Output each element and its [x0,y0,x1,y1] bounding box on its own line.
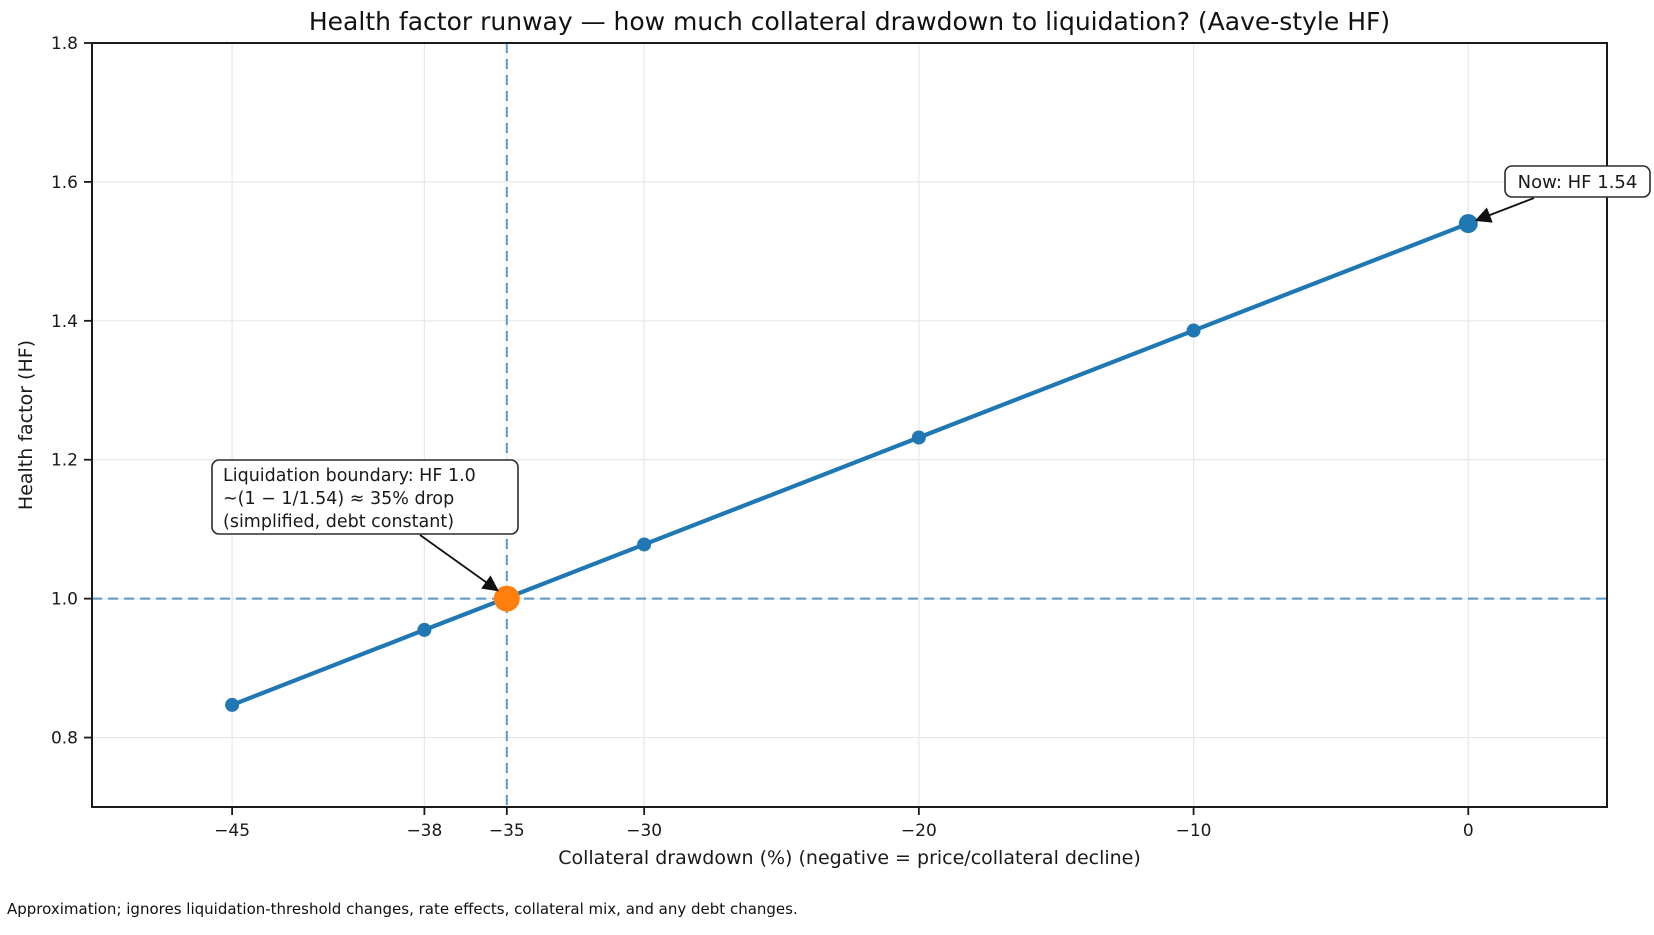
annotation-text-liquidation-line-1: Liquidation boundary: HF 1.0 [223,466,476,486]
data-point-marker [911,430,926,445]
footnote: Approximation; ignores liquidation-thres… [7,900,798,918]
x-axis-label: Collateral drawdown (%) (negative = pric… [558,847,1141,869]
y-tick-label: 1.2 [51,451,78,471]
data-point-marker [637,537,652,552]
y-tick-label: 1.0 [51,590,78,610]
y-tick-label: 1.4 [51,312,78,332]
data-point-marker [225,697,240,712]
y-tick-label: 1.6 [51,173,78,193]
plot-border [91,42,1608,808]
annotation-text-liquidation-line-2: ~(1 − 1/1.54) ≈ 35% drop [223,489,454,509]
x-tick-label: 0 [1463,821,1474,841]
x-tick-label: −35 [489,821,525,841]
x-tick-label: −38 [406,821,442,841]
data-point-marker [1186,323,1201,338]
data-point-marker [417,622,432,637]
x-tick-label: −20 [901,821,937,841]
annotation-text-now: Now: HF 1.54 [1518,172,1638,193]
liquidation-point-marker [493,585,520,612]
now-point-marker [1458,214,1478,234]
x-tick-label: −30 [626,821,662,841]
annotation-box-liquidation [211,459,519,535]
y-tick-label: 0.8 [51,729,78,749]
annotation-arrow-liquidation [419,534,499,592]
grid-lines [92,42,1607,807]
y-tick-label: 1.8 [51,34,78,54]
annotation-arrow-now [1474,197,1535,223]
x-tick-label: −45 [214,821,250,841]
annotation-box-now [1504,165,1651,198]
x-tick-label: −10 [1176,821,1212,841]
annotation-text-liquidation-line-3: (simplified, debt constant) [223,512,454,532]
chart-title: Health factor runway — how much collater… [308,7,1391,36]
